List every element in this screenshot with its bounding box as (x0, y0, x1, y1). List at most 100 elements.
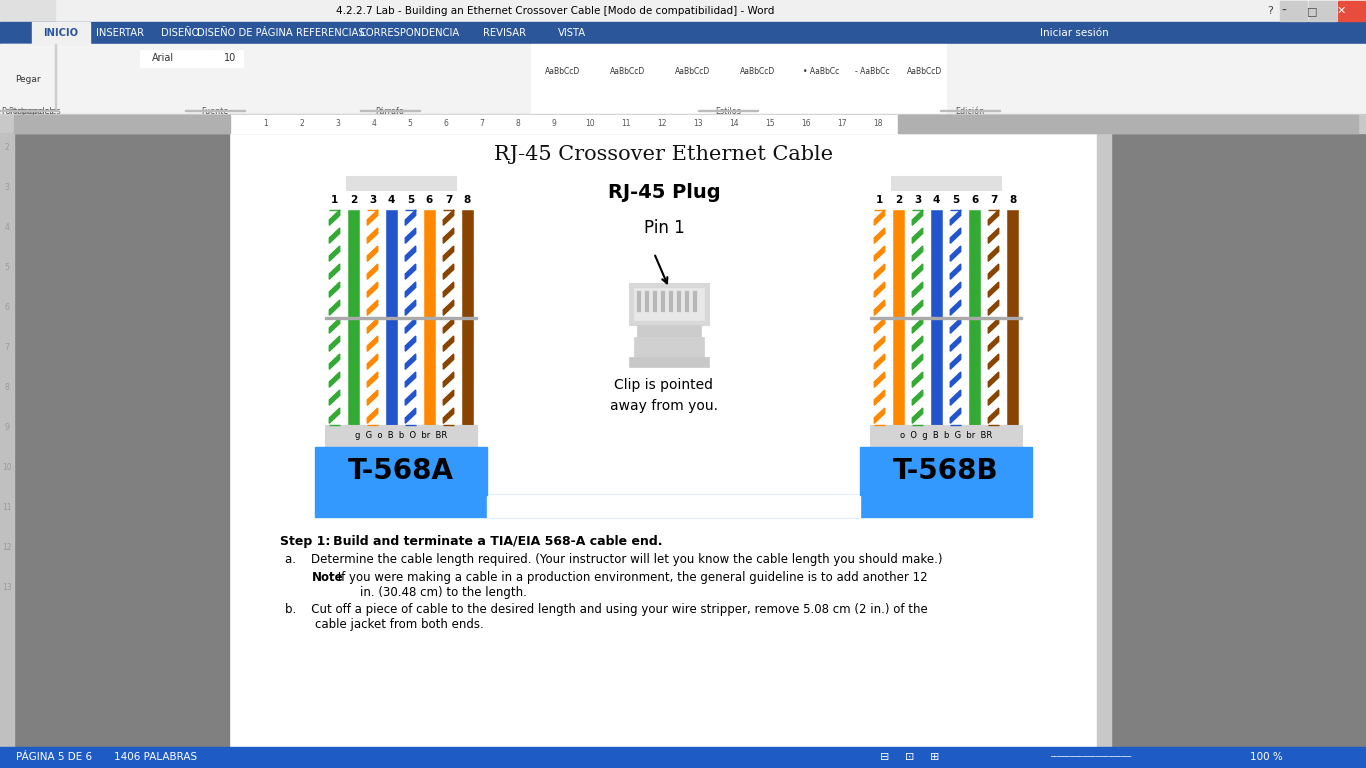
Polygon shape (444, 336, 454, 351)
Text: 7: 7 (445, 195, 452, 205)
Text: T-568A: T-568A (348, 457, 454, 485)
Polygon shape (444, 246, 454, 261)
Polygon shape (406, 264, 415, 280)
Text: Fuente: Fuente (201, 108, 228, 117)
Polygon shape (367, 300, 378, 316)
Polygon shape (367, 408, 378, 423)
Polygon shape (912, 228, 922, 243)
Polygon shape (951, 372, 960, 387)
Bar (184, 110, 245, 111)
Text: 2: 2 (4, 144, 10, 153)
Text: - AaBbCc: - AaBbCc (855, 68, 889, 77)
Bar (988, 210, 999, 425)
Polygon shape (329, 300, 340, 316)
Text: 3: 3 (914, 195, 921, 205)
Polygon shape (951, 264, 960, 280)
Polygon shape (912, 246, 922, 261)
Bar (361, 110, 419, 111)
Polygon shape (951, 354, 960, 369)
Polygon shape (329, 336, 340, 351)
Polygon shape (912, 408, 922, 423)
Text: ─────────────────────────: ───────────────────────── (1050, 755, 1131, 760)
Bar (861, 447, 1031, 495)
Text: Arial: Arial (152, 53, 173, 63)
Bar (678, 291, 682, 312)
Text: AaBbCcD: AaBbCcD (907, 68, 943, 77)
Text: 1: 1 (331, 195, 339, 205)
Text: 17: 17 (837, 120, 847, 128)
Polygon shape (367, 210, 378, 225)
Bar (0, 44, 55, 116)
Bar (970, 210, 979, 425)
Text: 10: 10 (585, 120, 594, 128)
Polygon shape (988, 354, 999, 369)
Text: T-568B: T-568B (893, 457, 999, 485)
Text: Clip is pointed
away from you.: Clip is pointed away from you. (611, 378, 719, 412)
Text: AaBbCcD: AaBbCcD (545, 68, 581, 77)
Polygon shape (951, 318, 960, 333)
Text: Iniciar sesión: Iniciar sesión (1040, 28, 1109, 38)
Polygon shape (988, 372, 999, 387)
Polygon shape (367, 246, 378, 261)
Polygon shape (874, 390, 885, 406)
Polygon shape (329, 390, 340, 406)
Polygon shape (912, 282, 922, 297)
Bar (139, 50, 214, 67)
Bar (316, 495, 1031, 517)
Text: 8: 8 (464, 195, 471, 205)
Text: INSERTAR: INSERTAR (96, 28, 143, 38)
Text: 15: 15 (765, 120, 775, 128)
Polygon shape (988, 336, 999, 351)
Text: 6: 6 (444, 120, 448, 128)
Bar (940, 110, 1000, 111)
Bar (628, 357, 709, 367)
Polygon shape (874, 300, 885, 316)
Polygon shape (329, 408, 340, 423)
Text: -: - (1281, 4, 1287, 18)
Polygon shape (874, 228, 885, 243)
Text: RJ-45 Plug: RJ-45 Plug (608, 184, 720, 203)
Bar (462, 210, 473, 425)
Bar (488, 495, 861, 517)
Bar (0, 747, 1366, 768)
Text: 8: 8 (4, 383, 10, 392)
Polygon shape (444, 354, 454, 369)
Polygon shape (406, 354, 415, 369)
Text: 13: 13 (693, 120, 703, 128)
Polygon shape (329, 246, 340, 261)
Polygon shape (329, 354, 340, 369)
Polygon shape (951, 210, 960, 225)
Bar (348, 210, 359, 425)
Polygon shape (367, 390, 378, 406)
Bar (214, 50, 243, 67)
Bar (897, 115, 1358, 133)
Bar (0, 115, 1366, 133)
Polygon shape (874, 318, 885, 333)
Bar (406, 210, 415, 425)
Polygon shape (912, 336, 922, 351)
Text: Edición: Edición (955, 108, 985, 117)
Polygon shape (951, 300, 960, 316)
Text: 13: 13 (3, 584, 12, 592)
Polygon shape (874, 354, 885, 369)
Bar (1339, 1, 1365, 21)
Bar (444, 210, 454, 425)
Text: ✕: ✕ (1336, 6, 1346, 16)
Bar (637, 291, 641, 312)
Polygon shape (329, 372, 340, 387)
Polygon shape (367, 336, 378, 351)
Polygon shape (988, 390, 999, 406)
Text: AaBbCcD: AaBbCcD (611, 68, 645, 77)
Text: b.    Cut off a piece of cable to the desired length and using your wire strippe: b. Cut off a piece of cable to the desir… (285, 603, 928, 631)
Bar (634, 288, 703, 319)
Polygon shape (912, 300, 922, 316)
Text: Pegar: Pegar (15, 75, 41, 84)
Bar (698, 110, 758, 111)
Polygon shape (988, 282, 999, 297)
Bar (325, 190, 477, 427)
Bar (0, 0, 55, 22)
Polygon shape (406, 282, 415, 297)
Polygon shape (912, 372, 922, 387)
Polygon shape (988, 264, 999, 280)
Text: 5: 5 (407, 120, 413, 128)
